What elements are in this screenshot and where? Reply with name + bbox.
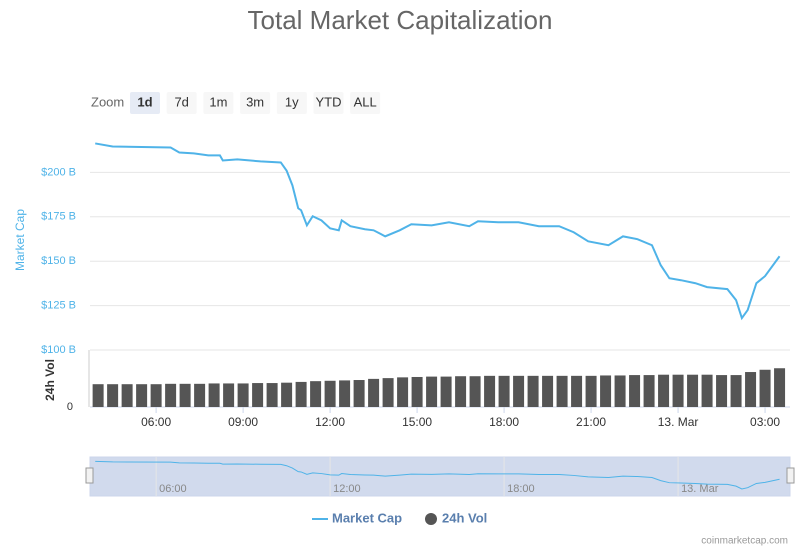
y2-tick-label: 0	[67, 401, 73, 413]
zoom-button[interactable]	[313, 92, 344, 114]
zoom-button[interactable]	[276, 92, 307, 114]
volume-bar	[571, 375, 583, 407]
x-tick-label: 21:00	[576, 415, 606, 429]
volume-bar	[730, 375, 742, 407]
y-tick-label: $175 B	[41, 211, 76, 223]
zoom-label: Zoom	[91, 94, 124, 109]
navigator-tick-label: 06:00	[159, 483, 187, 495]
volume-bar	[498, 375, 510, 407]
zoom-button-label[interactable]: ALL	[354, 94, 377, 109]
volume-bar	[324, 380, 336, 407]
zoom-button-label[interactable]: 1d	[137, 94, 152, 109]
navigator-tick-label: 12:00	[333, 483, 361, 495]
volume-bar	[165, 383, 177, 407]
volume-bar	[701, 374, 713, 407]
zoom-button[interactable]	[240, 92, 271, 114]
zoom-button[interactable]	[203, 92, 234, 114]
volume-bar	[585, 375, 597, 407]
market-cap-line	[95, 142, 781, 321]
y2-axis-title: 24h Vol	[43, 359, 57, 401]
volume-bar	[397, 377, 409, 407]
volume-bar	[455, 376, 467, 407]
volume-bar	[774, 368, 786, 407]
zoom-button-label[interactable]: YTD	[316, 94, 342, 109]
volume-bar	[368, 378, 380, 407]
volume-bar	[759, 369, 771, 407]
volume-bar	[295, 381, 307, 407]
volume-bar	[484, 375, 496, 407]
volume-bar	[223, 383, 235, 407]
volume-bar	[252, 383, 264, 407]
y-tick-label: $150 B	[41, 255, 76, 267]
legend-label[interactable]: Market Cap	[332, 510, 402, 525]
volume-bar	[469, 376, 481, 407]
volume-bar	[310, 381, 322, 407]
navigator-line	[95, 460, 780, 490]
volume-bar	[440, 376, 452, 407]
volume-bar	[179, 383, 191, 407]
volume-bar	[672, 374, 684, 407]
volume-bar	[556, 375, 568, 407]
x-tick-label: 03:00	[750, 415, 780, 429]
volume-bar	[745, 372, 757, 407]
zoom-button[interactable]	[166, 92, 197, 114]
volume-bar	[658, 374, 670, 407]
volume-bar	[194, 383, 206, 407]
zoom-button[interactable]	[350, 92, 381, 114]
volume-bar	[281, 382, 293, 407]
zoom-button-label[interactable]: 3m	[246, 94, 264, 109]
x-tick-label: 18:00	[489, 415, 519, 429]
volume-bar	[208, 383, 220, 407]
volume-bar	[150, 384, 162, 407]
x-tick-label: 13. Mar	[658, 415, 699, 429]
volume-bar	[527, 375, 539, 407]
zoom-button-label[interactable]: 1m	[209, 94, 227, 109]
volume-bar	[266, 383, 278, 407]
volume-bar	[716, 375, 728, 407]
volume-bar	[136, 384, 148, 407]
legend-label[interactable]: 24h Vol	[442, 510, 487, 525]
zoom-button-label[interactable]: 7d	[174, 94, 188, 109]
volume-bar	[411, 376, 423, 407]
credit: coinmarketcap.com	[701, 536, 788, 547]
volume-bar	[121, 384, 133, 407]
volume-bar	[382, 378, 394, 407]
chart-title: Total Market Capitalization	[248, 5, 553, 35]
volume-bar	[687, 374, 699, 407]
navigator-handle[interactable]	[786, 467, 795, 484]
volume-bar	[237, 383, 249, 407]
y-tick-label: $125 B	[41, 300, 76, 312]
volume-bar	[339, 380, 351, 407]
volume-bar	[614, 375, 626, 407]
volume-bar	[92, 384, 104, 407]
y-axis-title: Market Cap	[13, 209, 27, 271]
legend-symbol[interactable]	[425, 513, 437, 525]
volume-bar	[643, 375, 655, 407]
zoom-button-label[interactable]: 1y	[285, 94, 299, 109]
volume-bar	[426, 376, 438, 407]
volume-bar	[542, 375, 554, 407]
x-tick-label: 09:00	[228, 415, 258, 429]
y-tick-label: $200 B	[41, 166, 76, 178]
volume-bar	[107, 384, 119, 407]
x-tick-label: 12:00	[315, 415, 345, 429]
navigator-tick-label: 18:00	[507, 483, 535, 495]
y-tick-label: $100 B	[41, 344, 76, 356]
volume-bar	[513, 375, 525, 407]
zoom-button[interactable]	[130, 92, 160, 114]
x-tick-label: 15:00	[402, 415, 432, 429]
navigator-handle[interactable]	[85, 467, 94, 484]
volume-bar	[600, 375, 612, 407]
volume-bar	[629, 375, 641, 407]
x-tick-label: 06:00	[141, 415, 171, 429]
volume-bar	[353, 380, 365, 407]
navigator-tick-label: 13. Mar	[681, 483, 719, 495]
